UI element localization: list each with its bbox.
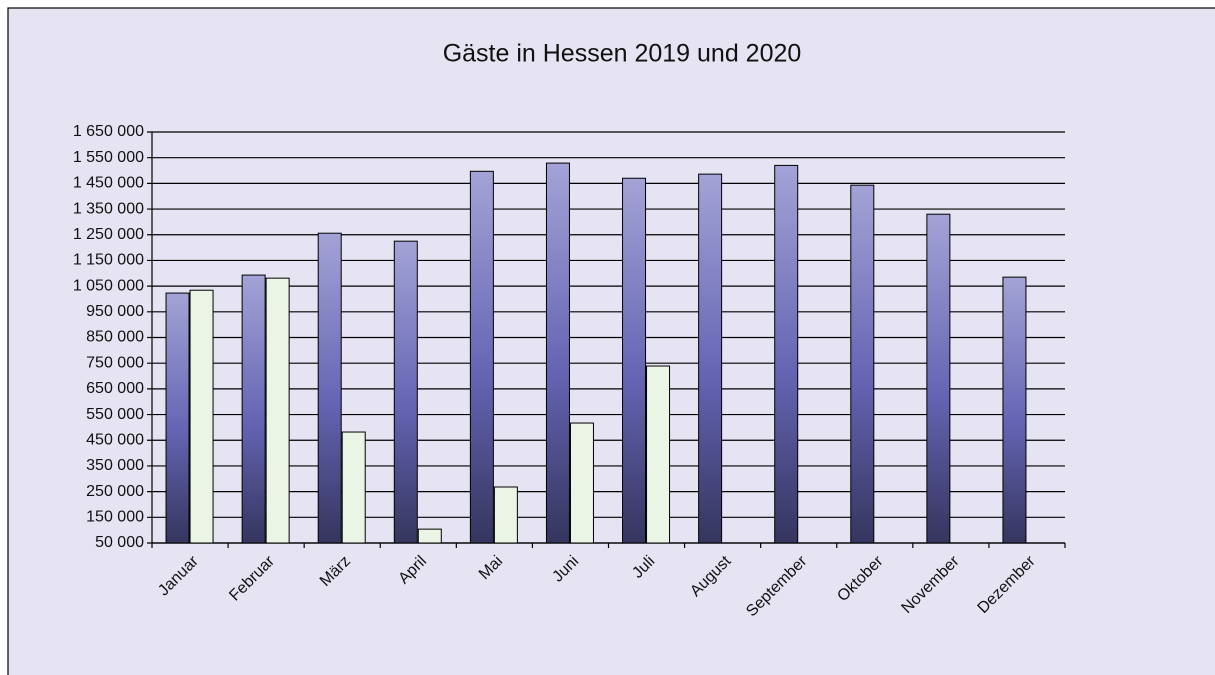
bar (493, 486, 518, 544)
bar (417, 528, 442, 544)
y-tick-label: 1 350 000 (73, 200, 144, 217)
y-tick-label: 650 000 (86, 380, 144, 397)
y-tick-label: 1 650 000 (73, 123, 144, 140)
bar (646, 365, 671, 544)
y-tick-label: 350 000 (86, 457, 144, 474)
bar (569, 422, 594, 544)
y-tick-label: 1 150 000 (73, 252, 144, 269)
bar (317, 232, 342, 544)
bar (926, 213, 951, 544)
bar (241, 274, 266, 544)
bar (698, 173, 723, 544)
y-tick-label: 50 000 (95, 534, 144, 551)
y-tick-label: 450 000 (86, 431, 144, 448)
bar (545, 162, 570, 544)
y-tick-label: 1 250 000 (73, 226, 144, 243)
bar (341, 431, 366, 544)
bar (265, 277, 290, 544)
bar (850, 184, 875, 544)
y-tick-label: 750 000 (86, 354, 144, 371)
y-tick-label: 550 000 (86, 406, 144, 423)
y-tick-label: 1 450 000 (73, 175, 144, 192)
y-tick-label: 150 000 (86, 509, 144, 526)
y-tick-label: 1 050 000 (73, 277, 144, 294)
bar (622, 177, 647, 544)
bar (393, 240, 418, 544)
y-tick-label: 250 000 (86, 483, 144, 500)
bar (1002, 276, 1027, 544)
bar (774, 164, 799, 544)
chart-title: Gäste in Hessen 2019 und 2020 (443, 40, 802, 68)
y-tick-label: 850 000 (86, 329, 144, 346)
bar (189, 289, 214, 544)
bar (165, 292, 190, 544)
y-tick-label: 1 550 000 (73, 149, 144, 166)
y-tick-label: 950 000 (86, 303, 144, 320)
bar (469, 170, 494, 544)
